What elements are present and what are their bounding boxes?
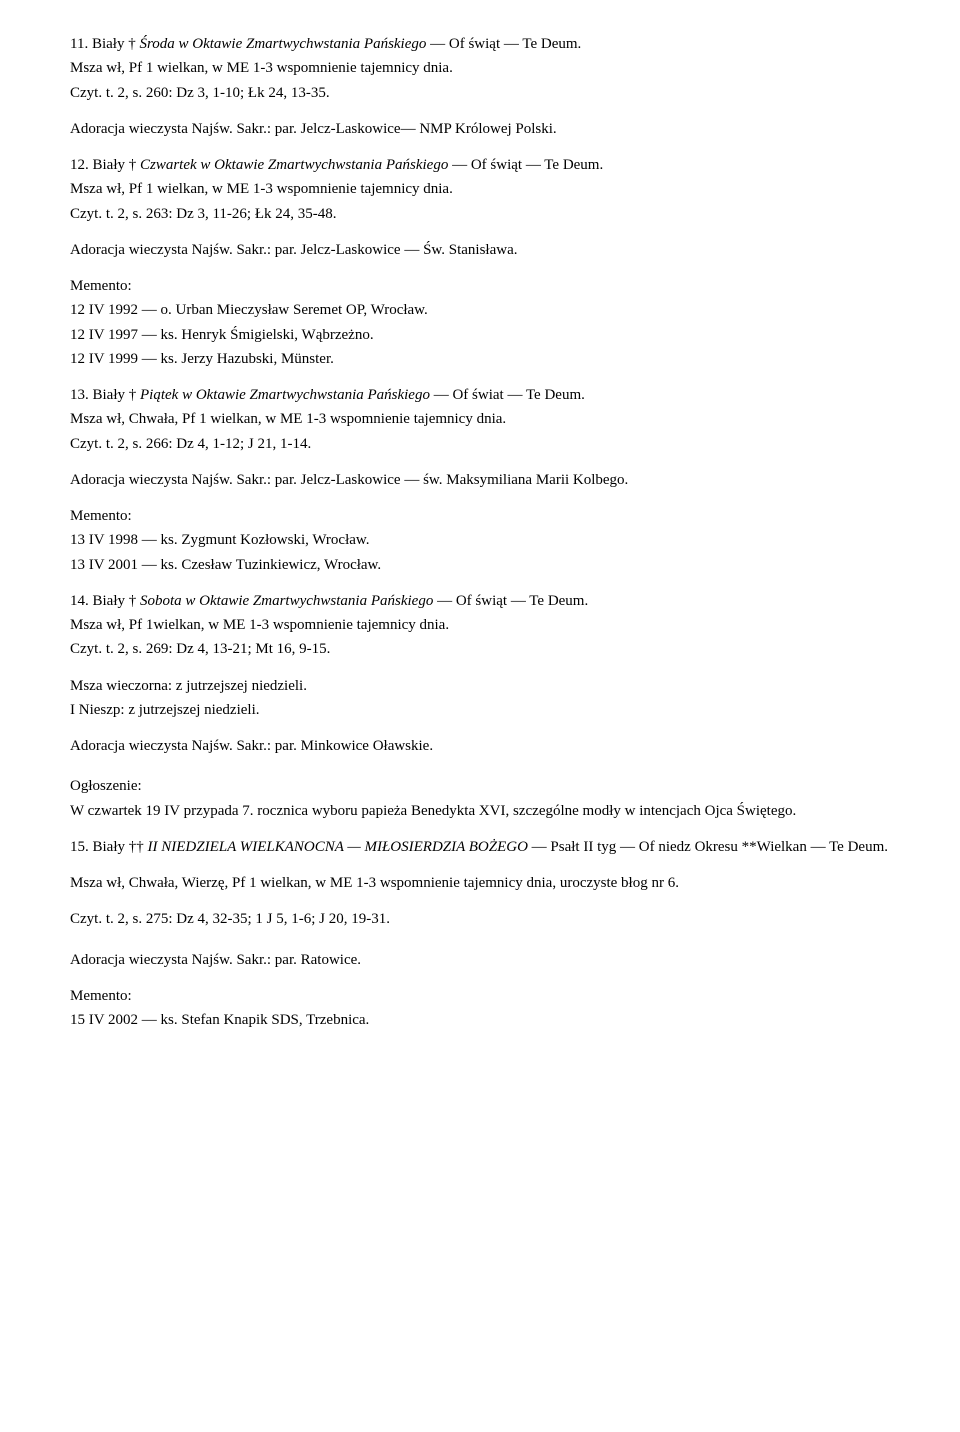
entry-12-adoration: Adoracja wieczysta Najśw. Sakr.: par. Je… bbox=[70, 240, 890, 260]
entry-14-adoration: Adoracja wieczysta Najśw. Sakr.: par. Mi… bbox=[70, 736, 890, 756]
entry-15-readings: Czyt. t. 2, s. 275: Dz 4, 32-35; 1 J 5, … bbox=[70, 909, 890, 929]
entry-11-readings: Czyt. t. 2, s. 260: Dz 3, 1-10; Łk 24, 1… bbox=[70, 83, 890, 103]
entry-15-post: — Psałt II tyg — Of niedz Okresu **Wielk… bbox=[528, 839, 888, 855]
entry-12-readings: Czyt. t. 2, s. 263: Dz 3, 11-26; Łk 24, … bbox=[70, 204, 890, 224]
entry-12-name: Czwartek w Oktawie Zmartwychwstania Pańs… bbox=[140, 157, 448, 173]
entry-12-mass: Msza wł, Pf 1 wielkan, w ME 1-3 wspomnie… bbox=[70, 179, 890, 199]
entry-15-adoration: Adoracja wieczysta Najśw. Sakr.: par. Ra… bbox=[70, 950, 890, 970]
entry-13: 13. Biały † Piątek w Oktawie Zmartwychws… bbox=[70, 385, 890, 454]
entry-11-post: — Of świąt — Te Deum. bbox=[426, 36, 581, 52]
memento-item: 13 IV 1998 — ks. Zygmunt Kozłowski, Wroc… bbox=[70, 530, 890, 550]
memento-label: Memento: bbox=[70, 276, 890, 296]
entry-13-name: Piątek w Oktawie Zmartwychwstania Pański… bbox=[140, 387, 430, 403]
entry-14-name: Sobota w Oktawie Zmartwychwstania Pański… bbox=[140, 593, 433, 609]
memento-item: 12 IV 1992 — o. Urban Mieczysław Seremet… bbox=[70, 300, 890, 320]
memento-item: 12 IV 1999 — ks. Jerzy Hazubski, Münster… bbox=[70, 349, 890, 369]
entry-13-readings: Czyt. t. 2, s. 266: Dz 4, 1-12; J 21, 1-… bbox=[70, 434, 890, 454]
memento-item: 13 IV 2001 — ks. Czesław Tuzinkiewicz, W… bbox=[70, 555, 890, 575]
entry-11-pre: 11. Biały † bbox=[70, 36, 139, 52]
entry-11-title: 11. Biały † Środa w Oktawie Zmartwychwst… bbox=[70, 34, 890, 54]
entry-14: 14. Biały † Sobota w Oktawie Zmartwychws… bbox=[70, 591, 890, 660]
entry-11-mass: Msza wł, Pf 1 wielkan, w ME 1-3 wspomnie… bbox=[70, 58, 890, 78]
evening-mass: Msza wieczorna: z jutrzejszej niedzieli. bbox=[70, 676, 890, 696]
entry-13-title: 13. Biały † Piątek w Oktawie Zmartwychws… bbox=[70, 385, 890, 405]
entry-15-memento: Memento: 15 IV 2002 — ks. Stefan Knapik … bbox=[70, 986, 890, 1031]
entry-14-evening: Msza wieczorna: z jutrzejszej niedzieli.… bbox=[70, 676, 890, 721]
entry-12-post: — Of świąt — Te Deum. bbox=[448, 157, 603, 173]
entry-14-pre: 14. Biały † bbox=[70, 593, 140, 609]
entry-12-memento: Memento: 12 IV 1992 — o. Urban Mieczysła… bbox=[70, 276, 890, 369]
entry-13-mass: Msza wł, Chwała, Pf 1 wielkan, w ME 1-3 … bbox=[70, 409, 890, 429]
entry-15-mass: Msza wł, Chwała, Wierzę, Pf 1 wielkan, w… bbox=[70, 873, 890, 893]
entry-13-memento: Memento: 13 IV 1998 — ks. Zygmunt Kozłow… bbox=[70, 506, 890, 575]
entry-13-post: — Of świat — Te Deum. bbox=[430, 387, 585, 403]
document-page: 11. Biały † Środa w Oktawie Zmartwychwst… bbox=[0, 0, 960, 1086]
entry-13-pre: 13. Biały † bbox=[70, 387, 140, 403]
memento-label: Memento: bbox=[70, 986, 890, 1006]
memento-label: Memento: bbox=[70, 506, 890, 526]
entry-15-name: II NIEDZIELA WIELKANOCNA — MIŁOSIERDZIA … bbox=[148, 839, 528, 855]
vespers: I Nieszp: z jutrzejszej niedzieli. bbox=[70, 700, 890, 720]
entry-14-title: 14. Biały † Sobota w Oktawie Zmartwychws… bbox=[70, 591, 890, 611]
entry-12-title: 12. Biały † Czwartek w Oktawie Zmartwych… bbox=[70, 155, 890, 175]
entry-12-pre: 12. Biały † bbox=[70, 157, 140, 173]
entry-11-adoration: Adoracja wieczysta Najśw. Sakr.: par. Je… bbox=[70, 119, 890, 139]
entry-11-name: Środa w Oktawie Zmartwychwstania Pańskie… bbox=[139, 36, 426, 52]
entry-12: 12. Biały † Czwartek w Oktawie Zmartwych… bbox=[70, 155, 890, 224]
entry-15: 15. Biały †† II NIEDZIELA WIELKANOCNA — … bbox=[70, 837, 890, 857]
entry-14-post: — Of świąt — Te Deum. bbox=[433, 593, 588, 609]
entry-14-mass: Msza wł, Pf 1wielkan, w ME 1-3 wspomnien… bbox=[70, 615, 890, 635]
entry-13-adoration: Adoracja wieczysta Najśw. Sakr.: par. Je… bbox=[70, 470, 890, 490]
entry-15-title: 15. Biały †† II NIEDZIELA WIELKANOCNA — … bbox=[70, 837, 890, 857]
entry-14-announcement: Ogłoszenie: W czwartek 19 IV przypada 7.… bbox=[70, 776, 890, 821]
memento-item: 12 IV 1997 — ks. Henryk Śmigielski, Wąbr… bbox=[70, 325, 890, 345]
announcement-text: W czwartek 19 IV przypada 7. rocznica wy… bbox=[70, 801, 890, 821]
entry-11: 11. Biały † Środa w Oktawie Zmartwychwst… bbox=[70, 34, 890, 103]
entry-14-readings: Czyt. t. 2, s. 269: Dz 4, 13-21; Mt 16, … bbox=[70, 639, 890, 659]
entry-15-pre: 15. Biały †† bbox=[70, 839, 148, 855]
announcement-label: Ogłoszenie: bbox=[70, 776, 890, 796]
memento-item: 15 IV 2002 — ks. Stefan Knapik SDS, Trze… bbox=[70, 1010, 890, 1030]
